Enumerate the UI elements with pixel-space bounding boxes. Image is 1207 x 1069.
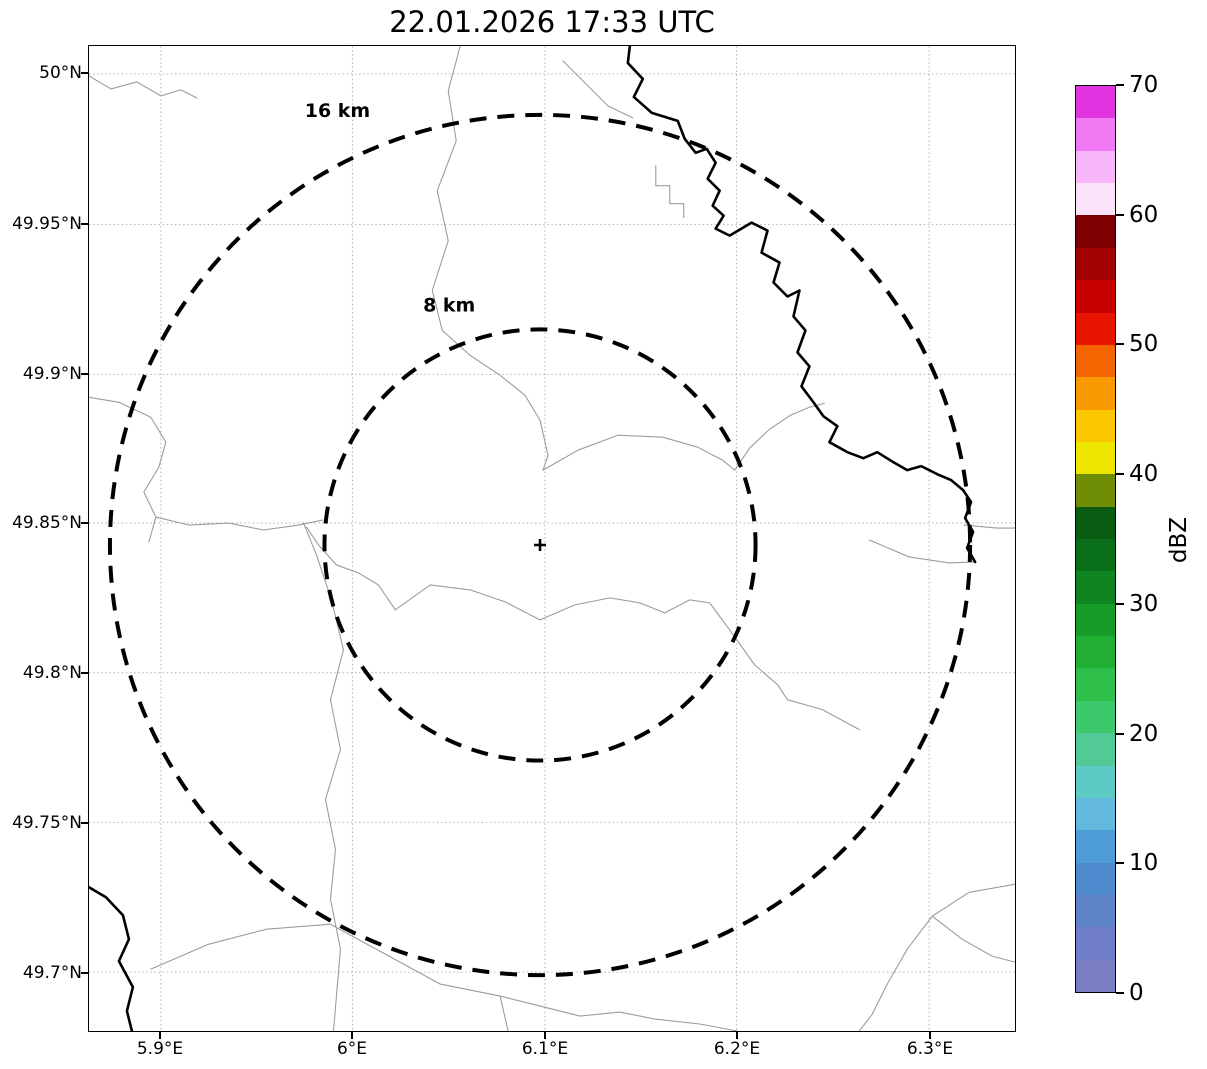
axis-tick-mark [81, 223, 88, 225]
y-axis-tick-label: 49.75°N [12, 813, 82, 833]
colorbar-segment [1076, 118, 1115, 151]
colorbar-gradient [1075, 85, 1116, 993]
y-axis-tick-label: 49.8°N [22, 663, 82, 683]
colorbar-segment [1076, 183, 1115, 216]
map-plot-area: 16 km 8 km [88, 45, 1016, 1032]
colorbar-segment [1076, 733, 1115, 766]
grid-lines [89, 46, 1015, 1031]
colorbar-segment [1076, 668, 1115, 701]
boundary-line [302, 522, 396, 1031]
x-axis-tick-label: 6°E [336, 1039, 368, 1059]
colorbar-segment [1076, 636, 1115, 669]
boundary-line [655, 165, 685, 219]
colorbar-segment [1076, 344, 1115, 378]
colorbar-segment [1076, 603, 1115, 637]
colorbar-segment [1076, 280, 1115, 313]
axis-tick-mark [81, 822, 88, 824]
boundary-line [868, 524, 1015, 564]
axis-tick-mark [159, 1032, 161, 1039]
axis-tick-mark [929, 1032, 931, 1039]
colorbar-segment [1076, 312, 1115, 345]
colorbar-tick-mark [1116, 473, 1124, 475]
colorbar-segment [1076, 441, 1115, 475]
colorbar-tick-label: 50 [1129, 331, 1159, 357]
colorbar-tick-label: 40 [1129, 461, 1159, 487]
colorbar-tick-mark [1116, 733, 1124, 735]
boundary-line [858, 883, 1015, 1031]
colorbar-segment [1076, 377, 1115, 410]
x-axis-tick-label: 6.3°E [906, 1039, 954, 1059]
y-axis-tick-label: 49.95°N [12, 214, 82, 234]
boundary-line [431, 46, 549, 471]
colorbar-segment [1076, 765, 1115, 798]
colorbar-tick-label: 20 [1129, 721, 1159, 747]
colorbar-tick-label: 70 [1129, 72, 1159, 98]
colorbar-segment [1076, 474, 1115, 507]
boundary-lines [89, 46, 1015, 1031]
range-ring-16km [107, 112, 973, 978]
figure-title: 22.01.2026 17:33 UTC [389, 5, 715, 39]
colorbar-tick-label: 10 [1129, 850, 1159, 876]
country-border-lines [89, 46, 977, 1031]
colorbar-segment [1076, 150, 1115, 184]
range-ring-16km-label: 16 km [305, 100, 370, 122]
colorbar-segment [1076, 700, 1115, 734]
x-axis-tick-label: 6.2°E [713, 1039, 761, 1059]
axis-tick-mark [736, 1032, 738, 1039]
boundary-line [89, 396, 324, 543]
radar-center-marker [534, 538, 547, 551]
axis-tick-mark [81, 373, 88, 375]
colorbar-tick-mark [1116, 992, 1124, 994]
colorbar-tick-mark [1116, 343, 1124, 345]
y-axis-tick-label: 50°N [39, 63, 82, 83]
colorbar-segment [1076, 571, 1115, 604]
y-axis-tick-label: 49.9°N [22, 364, 82, 384]
axis-tick-mark [81, 72, 88, 74]
colorbar-segment [1076, 539, 1115, 572]
colorbar-tick-mark [1116, 603, 1124, 605]
colorbar-segment [1076, 247, 1115, 281]
colorbar-tick-label: 60 [1129, 202, 1159, 228]
axis-tick-mark [544, 1032, 546, 1039]
colorbar-segment [1076, 86, 1115, 119]
axis-tick-mark [81, 672, 88, 674]
colorbar-tick-mark [1116, 862, 1124, 864]
colorbar-tick-mark [1116, 214, 1124, 216]
country-border-river-line [626, 46, 977, 564]
y-axis-tick-label: 49.85°N [12, 513, 82, 533]
colorbar-segment [1076, 862, 1115, 895]
colorbar-tick-mark [1116, 84, 1124, 86]
colorbar-tick-label: 0 [1129, 980, 1144, 1006]
colorbar-segment [1076, 959, 1115, 993]
x-axis-tick-label: 6.1°E [521, 1039, 569, 1059]
colorbar-segment [1076, 797, 1115, 831]
axis-tick-mark [81, 522, 88, 524]
axis-tick-mark [81, 972, 88, 974]
colorbar-segment [1076, 506, 1115, 540]
colorbar-axis-label: dBZ [1166, 516, 1192, 564]
y-axis-tick-label: 49.7°N [22, 963, 82, 983]
axis-tick-mark [351, 1032, 353, 1039]
colorbar-segment [1076, 215, 1115, 248]
range-ring-8km [322, 327, 758, 763]
boundary-line [394, 584, 860, 731]
colorbar-segment [1076, 894, 1115, 928]
boundary-line [562, 60, 634, 119]
colorbar-tick-label: 30 [1129, 591, 1159, 617]
map-canvas: 16 km 8 km [89, 46, 1015, 1031]
country-border-line-southwest [89, 885, 135, 1031]
colorbar-segment [1076, 927, 1115, 960]
x-axis-tick-label: 5.9°E [136, 1039, 184, 1059]
boundary-line [150, 923, 739, 1031]
boundary-line [542, 402, 825, 471]
colorbar-segment [1076, 409, 1115, 442]
boundary-line [89, 75, 198, 99]
colorbar-segment [1076, 830, 1115, 863]
range-ring-8km-label: 8 km [423, 294, 475, 316]
